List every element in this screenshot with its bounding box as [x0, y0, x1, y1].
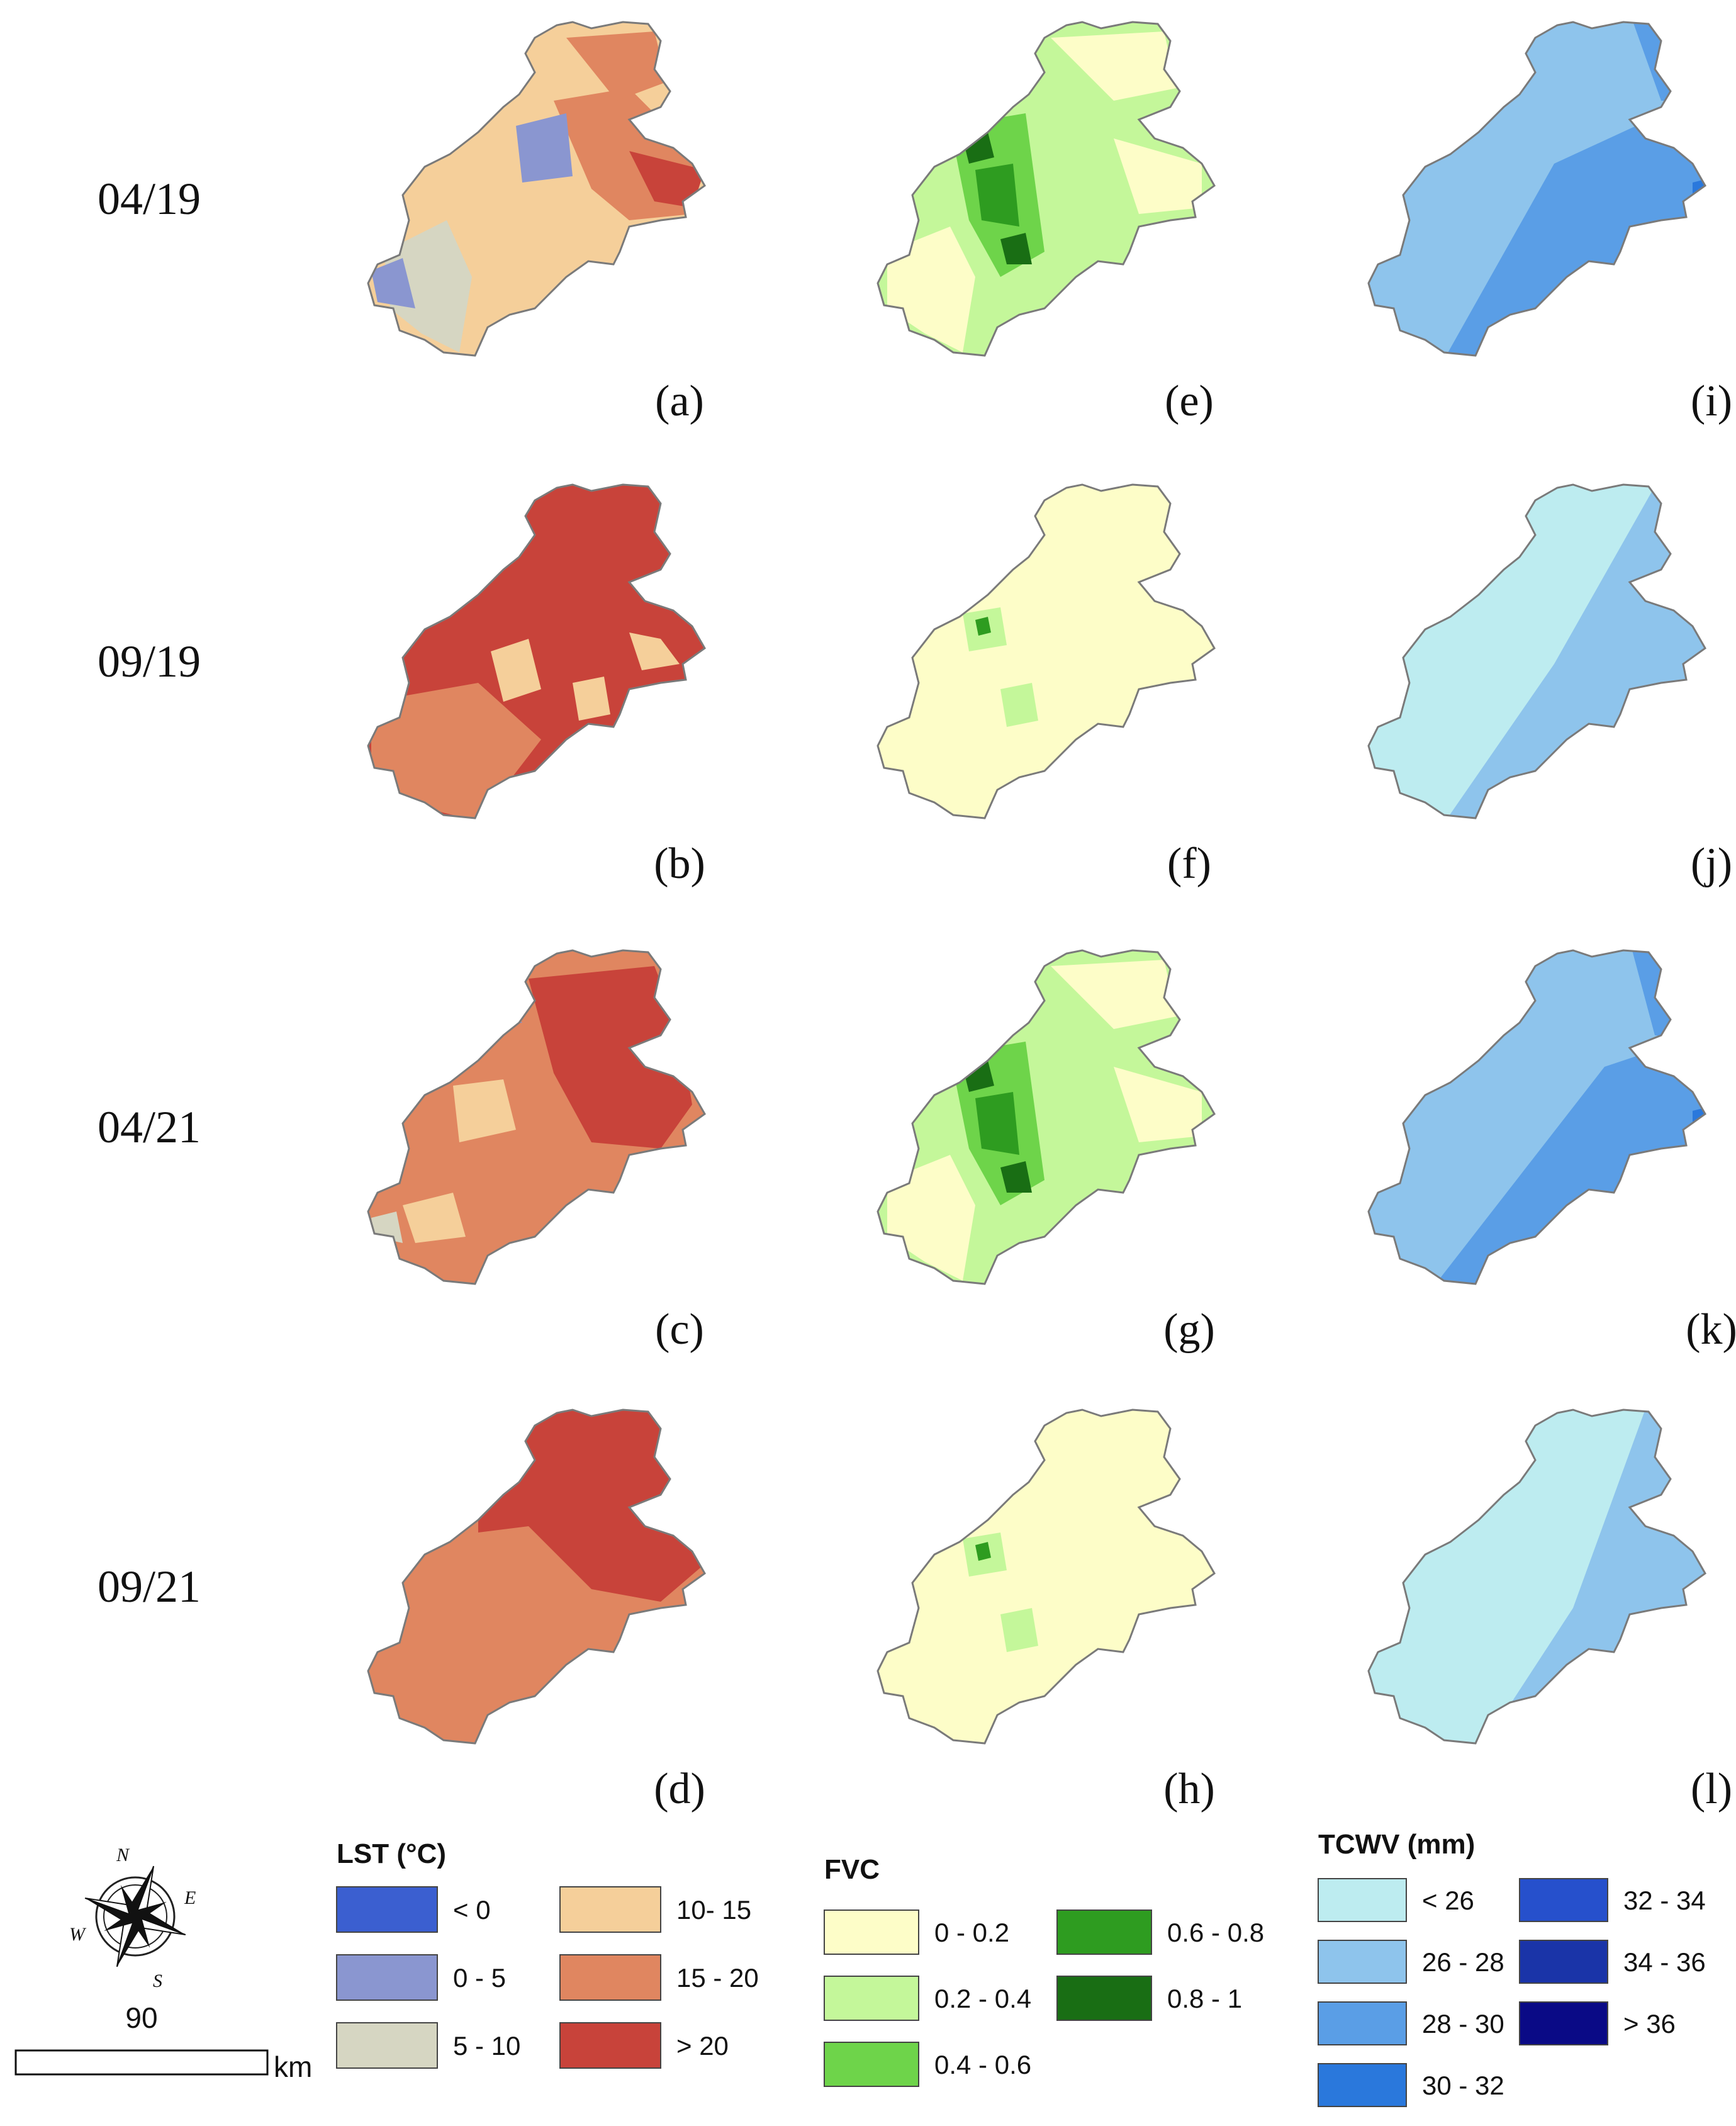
fvc-map-g: (g)	[876, 949, 1216, 1354]
compass-s: S	[153, 1971, 162, 1991]
fvc-map-e: (e)	[876, 21, 1216, 425]
row-date-label: 04/19	[98, 174, 201, 224]
legend-swatch	[824, 2042, 919, 2087]
legend-swatch	[1318, 2001, 1407, 2045]
lst-map-a: (a)	[367, 21, 706, 425]
legend-label: 30 - 32	[1422, 2071, 1504, 2100]
panel-label: (i)	[1691, 377, 1732, 425]
tcwv-map-l: (l)	[1367, 1409, 1732, 1813]
legend-label: 0 - 5	[453, 1963, 506, 1993]
legend-label: 0.2 - 0.4	[934, 1984, 1031, 2013]
lst-legend: LST (°C)< 0 0 - 5 5 - 10 10- 15 15 - 20 > 20	[336, 1838, 759, 2069]
scale-bar: 90 km	[14, 2001, 312, 2083]
scale-value: 90	[125, 2001, 157, 2034]
legend-label: > 36	[1623, 2009, 1676, 2039]
legend-label: 5 - 10	[453, 2031, 520, 2061]
legend-swatch	[1318, 2063, 1407, 2107]
legend-label: 0.4 - 0.6	[934, 2050, 1031, 2079]
legend-swatch	[559, 1954, 661, 2001]
tcwv-legend: TCWV (mm) < 26 26 - 28 28 - 30 30 - 32 32 - 3…	[1318, 1829, 1706, 2107]
tcwv-map-j: (j)	[1367, 483, 1732, 888]
legend-label: 15 - 20	[676, 1963, 759, 1993]
scale-unit: km	[274, 2050, 312, 2083]
legend-title: TCWV (mm)	[1318, 1829, 1475, 1860]
panel-label: (h)	[1163, 1765, 1215, 1813]
compass-rose-icon: N E S W	[69, 1845, 196, 1991]
panel-label: (k)	[1686, 1305, 1736, 1354]
legend-label: < 0	[453, 1895, 491, 1925]
lst-map-b: (b)	[367, 483, 706, 888]
panel-label: (c)	[655, 1305, 704, 1354]
legend-label: 0 - 0.2	[934, 1918, 1009, 1947]
legend-swatch	[1519, 2001, 1608, 2045]
legend-label: 34 - 36	[1623, 1947, 1706, 1977]
legend-swatch	[1318, 1878, 1407, 1922]
lst-map-c: (c)	[367, 949, 706, 1354]
panel-label: (b)	[654, 840, 705, 888]
legend-label: < 26	[1422, 1886, 1474, 1915]
legend-label: 32 - 34	[1623, 1886, 1706, 1915]
legend-swatch	[336, 1954, 438, 2001]
fvc-legend: FVC 0 - 0.2 0.2 - 0.4 0.4 - 0.6 0.6 - 0.8 0.8…	[824, 1854, 1264, 2087]
legend-swatch	[1318, 1940, 1407, 1984]
legend-swatch	[1056, 1976, 1152, 2021]
row-date-label: 04/21	[98, 1102, 201, 1152]
panel-label: (f)	[1167, 840, 1211, 888]
fvc-map-f: (f)	[876, 483, 1216, 888]
legend-swatch	[336, 2022, 438, 2069]
legend-title: LST (°C)	[337, 1838, 446, 1869]
legend-swatch	[559, 1886, 661, 1933]
legend-swatch	[1519, 1940, 1608, 1984]
compass-n: N	[116, 1845, 130, 1865]
lst-map-d: (d)	[367, 1409, 706, 1813]
panel-label: (e)	[1165, 377, 1214, 425]
legend-label: 26 - 28	[1422, 1947, 1504, 1977]
row-date-label: 09/19	[98, 636, 201, 687]
legend-swatch	[559, 2022, 661, 2069]
panel-label: (g)	[1163, 1305, 1215, 1354]
compass-w: W	[69, 1924, 87, 1945]
legend-swatch	[824, 1976, 919, 2021]
legend-swatch	[336, 1886, 438, 1933]
row-date-label: 09/21	[98, 1561, 201, 1612]
tcwv-map-i: (i)	[1367, 21, 1732, 425]
tcwv-map-k: (k)	[1367, 949, 1736, 1354]
legend-label: > 20	[676, 2031, 729, 2061]
legend-swatch	[824, 1909, 919, 1955]
legend-label: 0.6 - 0.8	[1167, 1918, 1264, 1947]
fvc-map-h: (h)	[876, 1409, 1216, 1813]
panel-label: (a)	[655, 377, 704, 425]
compass-e: E	[184, 1887, 196, 1908]
legend-label: 28 - 30	[1422, 2009, 1504, 2039]
panel-label: (d)	[654, 1765, 705, 1813]
legend-swatch	[1519, 1878, 1608, 1922]
panel-label: (j)	[1691, 840, 1732, 888]
legend-title: FVC	[824, 1854, 880, 1885]
legend-label: 10- 15	[676, 1895, 751, 1925]
legend-swatch	[1056, 1909, 1152, 1955]
legend-label: 0.8 - 1	[1167, 1984, 1242, 2013]
panel-label: (l)	[1691, 1765, 1732, 1813]
